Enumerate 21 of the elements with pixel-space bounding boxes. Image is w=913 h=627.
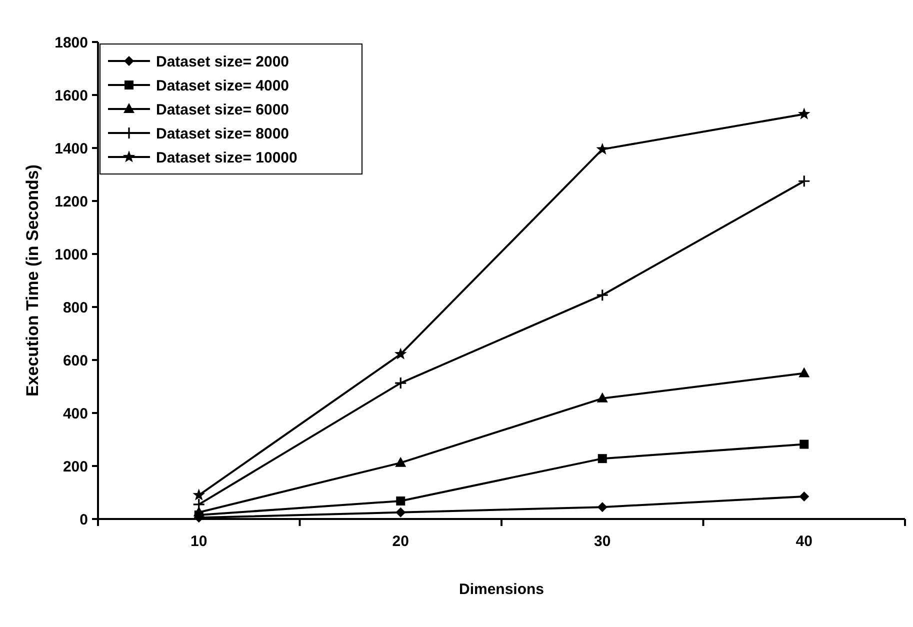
x-tick-label: 10 <box>190 533 208 550</box>
y-tick-label: 1600 <box>54 87 88 104</box>
y-tick-label: 800 <box>62 299 88 316</box>
y-tick-label: 200 <box>62 458 88 476</box>
legend-label: Dataset size= 8000 <box>156 125 290 142</box>
x-tick-label: 30 <box>594 533 611 550</box>
x-tick-label: 20 <box>392 533 409 550</box>
legend-label: Dataset size= 2000 <box>156 53 290 70</box>
legend-label: Dataset size= 4000 <box>156 77 290 94</box>
x-tick-label: 40 <box>796 533 812 550</box>
y-tick-label: 1800 <box>54 34 88 52</box>
legend-label: Dataset size= 6000 <box>156 101 290 118</box>
y-tick-label: 1200 <box>54 193 88 210</box>
y-tick-label: 400 <box>62 405 88 422</box>
y-tick-label: 0 <box>80 511 88 528</box>
y-axis-title: Execution Time (in Seconds) <box>23 164 42 397</box>
legend-label: Dataset size= 10000 <box>156 149 298 166</box>
y-tick-label: 1400 <box>54 140 88 158</box>
x-axis-title: Dimensions <box>458 581 544 598</box>
y-tick-label: 600 <box>62 352 88 370</box>
y-tick-label: 1000 <box>54 246 88 264</box>
